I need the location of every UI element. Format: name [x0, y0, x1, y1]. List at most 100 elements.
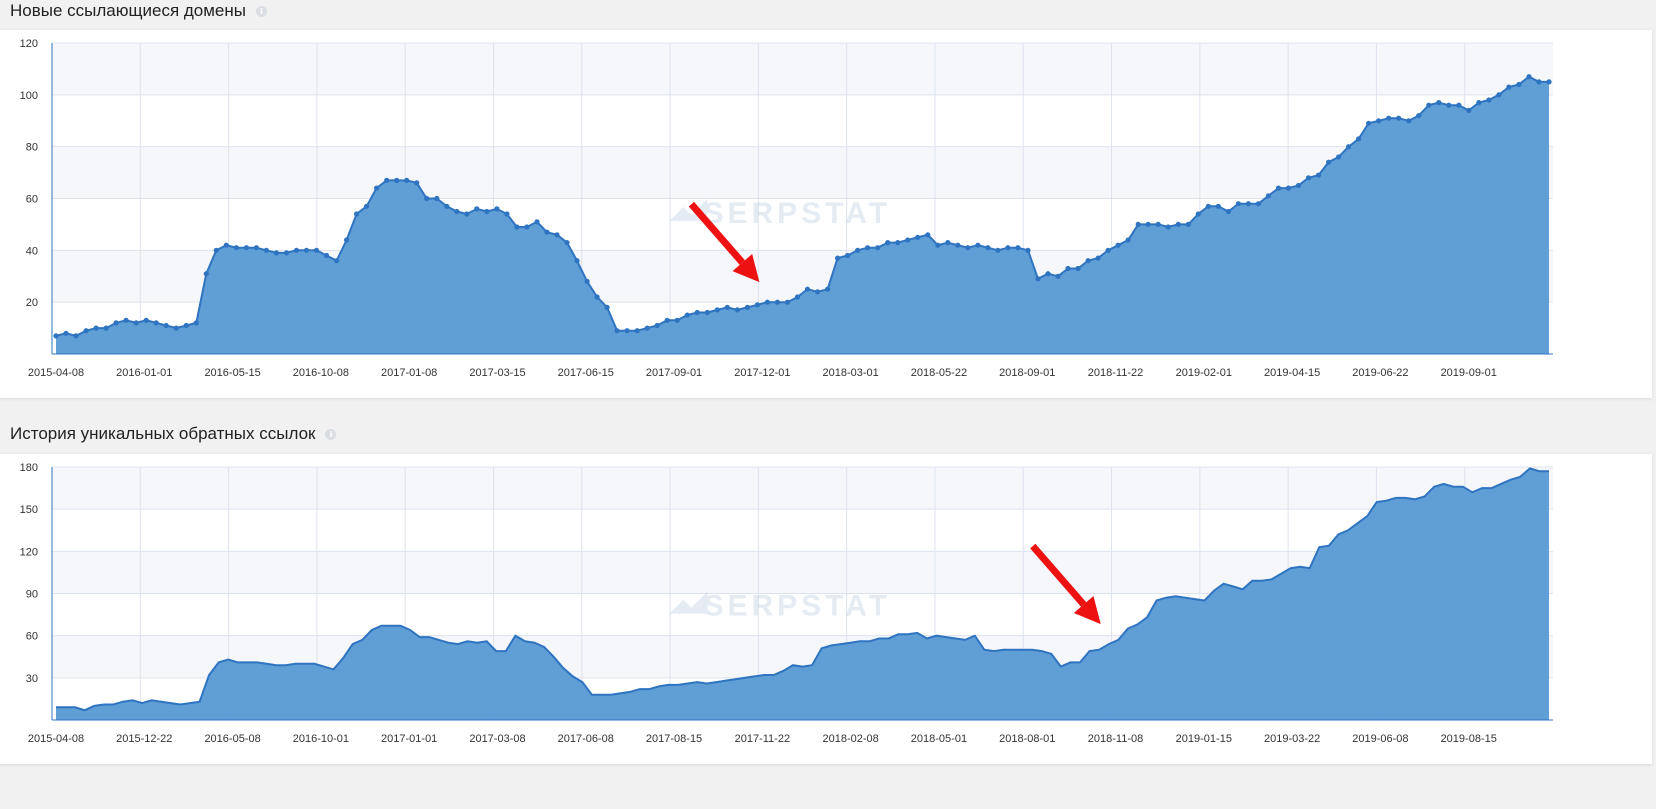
- data-point[interactable]: [1225, 208, 1231, 215]
- data-point[interactable]: [1295, 182, 1302, 189]
- data-point[interactable]: [1336, 154, 1342, 160]
- data-point[interactable]: [143, 317, 149, 323]
- data-point[interactable]: [895, 240, 901, 246]
- data-point[interactable]: [414, 180, 420, 186]
- data-point[interactable]: [1456, 102, 1462, 108]
- data-point[interactable]: [203, 271, 209, 277]
- data-point[interactable]: [534, 219, 540, 225]
- data-point[interactable]: [1035, 276, 1041, 282]
- data-point[interactable]: [484, 208, 490, 215]
- data-point[interactable]: [544, 229, 550, 235]
- data-point[interactable]: [754, 302, 761, 308]
- data-point[interactable]: [213, 247, 219, 253]
- data-point[interactable]: [1275, 185, 1282, 191]
- data-point[interactable]: [1075, 265, 1081, 272]
- data-point[interactable]: [73, 333, 79, 339]
- data-point[interactable]: [424, 195, 430, 202]
- data-point[interactable]: [1356, 136, 1362, 142]
- data-point[interactable]: [915, 234, 921, 240]
- data-point[interactable]: [1205, 203, 1211, 209]
- data-point[interactable]: [1155, 221, 1161, 227]
- data-point[interactable]: [123, 317, 129, 323]
- data-point[interactable]: [1055, 273, 1061, 279]
- data-point[interactable]: [273, 250, 279, 256]
- data-point[interactable]: [1406, 118, 1412, 124]
- data-point[interactable]: [985, 245, 991, 251]
- data-point[interactable]: [1426, 102, 1432, 108]
- data-point[interactable]: [855, 247, 861, 253]
- data-point[interactable]: [1065, 265, 1071, 272]
- data-point[interactable]: [293, 247, 300, 253]
- data-point[interactable]: [724, 304, 730, 310]
- data-point[interactable]: [774, 299, 781, 305]
- data-point[interactable]: [313, 247, 320, 253]
- data-point[interactable]: [1085, 258, 1091, 264]
- data-point[interactable]: [1005, 245, 1011, 251]
- data-point[interactable]: [1446, 102, 1452, 108]
- data-point[interactable]: [434, 195, 440, 202]
- info-icon[interactable]: i: [325, 428, 337, 440]
- data-point[interactable]: [634, 328, 640, 334]
- data-point[interactable]: [734, 307, 741, 313]
- data-point[interactable]: [1105, 247, 1111, 253]
- data-point[interactable]: [63, 330, 69, 336]
- data-point[interactable]: [1235, 201, 1241, 207]
- data-point[interactable]: [825, 286, 831, 292]
- data-point[interactable]: [714, 307, 720, 313]
- data-point[interactable]: [1486, 97, 1492, 103]
- data-point[interactable]: [524, 224, 530, 230]
- data-point[interactable]: [223, 242, 229, 248]
- data-point[interactable]: [1496, 92, 1502, 98]
- data-point[interactable]: [1165, 224, 1171, 230]
- data-point[interactable]: [1015, 245, 1021, 251]
- data-point[interactable]: [875, 245, 881, 251]
- data-point[interactable]: [1265, 193, 1271, 199]
- data-point[interactable]: [454, 208, 460, 215]
- data-point[interactable]: [504, 211, 510, 217]
- data-point[interactable]: [684, 312, 690, 318]
- data-point[interactable]: [664, 317, 670, 323]
- data-point[interactable]: [1135, 221, 1141, 227]
- data-point[interactable]: [1045, 271, 1051, 277]
- data-point[interactable]: [1305, 175, 1312, 181]
- data-point[interactable]: [514, 224, 520, 230]
- data-point[interactable]: [925, 232, 931, 238]
- data-point[interactable]: [1346, 144, 1352, 150]
- data-point[interactable]: [444, 203, 450, 209]
- data-point[interactable]: [354, 211, 360, 217]
- data-point[interactable]: [835, 255, 841, 261]
- data-point[interactable]: [845, 252, 851, 259]
- data-point[interactable]: [1506, 84, 1512, 90]
- data-point[interactable]: [1215, 203, 1221, 209]
- data-point[interactable]: [1195, 211, 1201, 217]
- data-point[interactable]: [1115, 242, 1121, 248]
- data-point[interactable]: [183, 322, 189, 329]
- data-point[interactable]: [624, 328, 630, 334]
- data-point[interactable]: [113, 320, 119, 326]
- data-point[interactable]: [153, 320, 159, 326]
- data-point[interactable]: [303, 247, 310, 253]
- data-point[interactable]: [1145, 221, 1151, 227]
- data-point[interactable]: [804, 286, 811, 292]
- data-point[interactable]: [975, 242, 981, 248]
- data-point[interactable]: [594, 294, 600, 300]
- data-point[interactable]: [1546, 79, 1552, 85]
- data-point[interactable]: [674, 317, 680, 323]
- data-point[interactable]: [243, 245, 249, 251]
- data-point[interactable]: [1476, 100, 1482, 106]
- data-point[interactable]: [764, 299, 771, 305]
- data-point[interactable]: [193, 320, 199, 326]
- data-point[interactable]: [1095, 255, 1101, 261]
- data-point[interactable]: [584, 278, 590, 284]
- data-point[interactable]: [1436, 100, 1442, 106]
- data-point[interactable]: [283, 250, 290, 256]
- data-point[interactable]: [494, 206, 500, 212]
- data-point[interactable]: [564, 240, 570, 246]
- data-point[interactable]: [1376, 118, 1382, 124]
- data-point[interactable]: [1255, 201, 1261, 207]
- data-point[interactable]: [133, 320, 139, 326]
- data-point[interactable]: [614, 328, 620, 334]
- data-point[interactable]: [233, 245, 239, 251]
- data-point[interactable]: [1366, 120, 1372, 126]
- data-point[interactable]: [374, 185, 380, 191]
